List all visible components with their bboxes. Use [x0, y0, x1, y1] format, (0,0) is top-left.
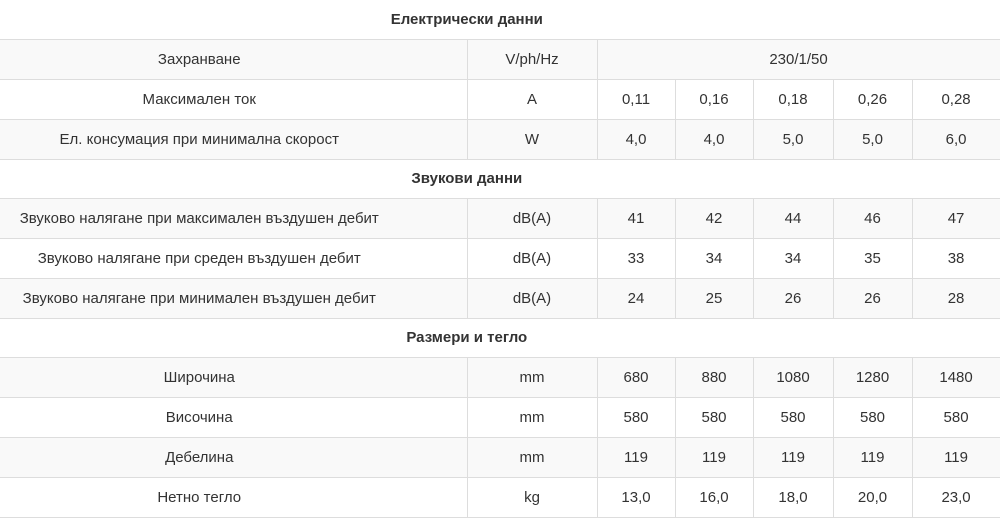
spec-unit: kg	[466, 476, 598, 518]
section-title: Звукови данни	[0, 158, 1000, 199]
spec-label: Звуково налягане при максимален въздушен…	[0, 197, 468, 239]
spec-value: 13,0	[596, 476, 676, 518]
spec-value: 580	[832, 396, 913, 438]
spec-value: 47	[911, 197, 1000, 239]
spec-unit: dB(A)	[466, 197, 598, 239]
spec-label: Височина	[0, 396, 468, 438]
table-row: Нетно тегло kg 13,0 16,0 18,0 20,0 23,0	[0, 476, 1000, 518]
spec-value: 26	[752, 277, 834, 319]
table-row: Широчина mm 680 880 1080 1280 1480	[0, 356, 1000, 398]
spec-value: 680	[596, 356, 676, 398]
spec-value: 580	[911, 396, 1000, 438]
table-row: Звуково налягане при максимален въздушен…	[0, 197, 1000, 239]
spec-value: 0,18	[752, 78, 834, 120]
spec-value: 1480	[911, 356, 1000, 398]
spec-value: 0,28	[911, 78, 1000, 120]
spec-value: 1280	[832, 356, 913, 398]
spec-value: 41	[596, 197, 676, 239]
spec-value: 25	[674, 277, 754, 319]
spec-value: 0,26	[832, 78, 913, 120]
spec-value: 0,11	[596, 78, 676, 120]
spec-unit: dB(A)	[466, 237, 598, 279]
spec-value: 20,0	[832, 476, 913, 518]
spec-label: Дебелина	[0, 436, 468, 478]
table-row: Височина mm 580 580 580 580 580	[0, 396, 1000, 438]
table-row: Звуково налягане при минимален въздушен …	[0, 277, 1000, 319]
spec-value: 119	[596, 436, 676, 478]
spec-label: Широчина	[0, 356, 468, 398]
spec-value: 18,0	[752, 476, 834, 518]
spec-value: 4,0	[596, 118, 676, 160]
spec-value: 23,0	[911, 476, 1000, 518]
spec-value: 26	[832, 277, 913, 319]
section-title: Електрически данни	[0, 0, 1000, 40]
spec-unit: W	[466, 118, 598, 160]
table-row: Ел. консумация при минимална скорост W 4,0…	[0, 118, 1000, 160]
spec-label: Звуково налягане при минимален въздушен …	[0, 277, 468, 319]
spec-label: Звуково налягане при среден въздушен деб…	[0, 237, 468, 279]
spec-unit: mm	[466, 396, 598, 438]
spec-value: 33	[596, 237, 676, 279]
table-row: Захранване V/ph/Hz 230/1/50	[0, 38, 1000, 80]
spec-value: 34	[674, 237, 754, 279]
spec-value: 28	[911, 277, 1000, 319]
spec-unit: mm	[466, 356, 598, 398]
spec-value: 35	[832, 237, 913, 279]
spec-value: 580	[752, 396, 834, 438]
section-header-row: Звукови данни	[0, 158, 1000, 199]
spec-value: 38	[911, 237, 1000, 279]
spec-value: 44	[752, 197, 834, 239]
section-header-row: Размери и тегло	[0, 317, 1000, 358]
spec-value: 119	[752, 436, 834, 478]
spec-value: 5,0	[832, 118, 913, 160]
table-row: Звуково налягане при среден въздушен деб…	[0, 237, 1000, 279]
spec-value: 42	[674, 197, 754, 239]
spec-value: 34	[752, 237, 834, 279]
spec-value: 119	[911, 436, 1000, 478]
spec-value: 24	[596, 277, 676, 319]
section-header-row: Електрически данни	[0, 0, 1000, 40]
spec-value: 5,0	[752, 118, 834, 160]
spec-value: 119	[674, 436, 754, 478]
spec-value: 580	[596, 396, 676, 438]
spec-unit: dB(A)	[466, 277, 598, 319]
spec-value: 580	[674, 396, 754, 438]
spec-unit: V/ph/Hz	[466, 38, 598, 80]
spec-label: Максимален ток	[0, 78, 468, 120]
spec-value: 0,16	[674, 78, 754, 120]
spec-value: 119	[832, 436, 913, 478]
spec-value: 1080	[752, 356, 834, 398]
table-row: Дебелина mm 119 119 119 119 119	[0, 436, 1000, 478]
spec-value: 6,0	[911, 118, 1000, 160]
spec-label: Ел. консумация при минимална скорост	[0, 118, 468, 160]
section-title: Размери и тегло	[0, 317, 1000, 358]
table-row: Максимален ток A 0,11 0,16 0,18 0,26 0,28	[0, 78, 1000, 120]
spec-value: 4,0	[674, 118, 754, 160]
spec-label: Нетно тегло	[0, 476, 468, 518]
spec-unit: mm	[466, 436, 598, 478]
spec-value: 16,0	[674, 476, 754, 518]
spec-value: 46	[832, 197, 913, 239]
spec-unit: A	[466, 78, 598, 120]
spec-label: Захранване	[0, 38, 468, 80]
spec-value: 880	[674, 356, 754, 398]
spec-value: 230/1/50	[596, 38, 1000, 80]
